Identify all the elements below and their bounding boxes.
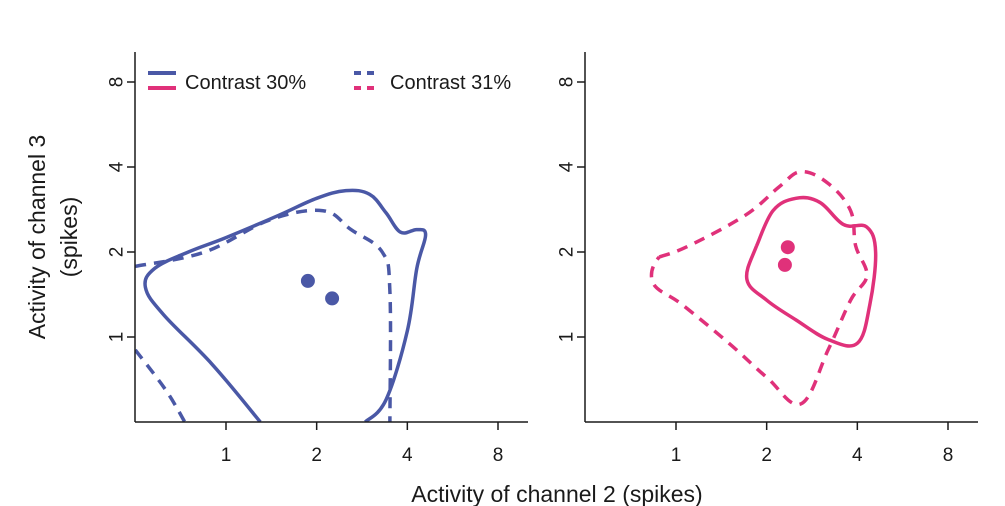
right-contour-solid <box>744 195 878 348</box>
right-x-tick-label-8: 8 <box>943 445 954 466</box>
y-axis-title: Activity of channel 3 <box>24 135 50 340</box>
right-contours <box>649 169 878 407</box>
legend-label-solid: Contrast 30% <box>185 72 306 94</box>
right-x-tick-label-4: 4 <box>852 445 863 466</box>
y-axis-title-line2: (spikes) <box>56 197 82 278</box>
left-y-tick-label-1: 1 <box>107 332 128 343</box>
right-y-tick-label-4: 4 <box>557 161 578 172</box>
left-contours <box>135 188 428 422</box>
right-y-tick-label-1: 1 <box>557 332 578 343</box>
y-axis-title-line1: Activity of channel 3 <box>24 135 50 340</box>
left-x-tick-label-1: 1 <box>221 445 232 466</box>
right-point-2 <box>777 257 792 272</box>
right-contour-dashed <box>649 169 869 407</box>
right-y-tick-label-2: 2 <box>557 247 578 258</box>
left-x-tick-label-4: 4 <box>402 445 413 466</box>
legend-swatch-dashed <box>354 71 374 90</box>
left-y-tick-label-8: 8 <box>107 77 128 88</box>
legend: Contrast 30% Contrast 31% <box>148 71 511 94</box>
left-y-tick-label-4: 4 <box>107 161 128 172</box>
legend-swatch-solid <box>148 71 176 90</box>
left-contour-solid <box>143 188 428 422</box>
left-point-1 <box>300 273 315 288</box>
y-axis-subtitle: (spikes) <box>56 197 82 278</box>
x-axis-title: Activity of channel 2 (spikes) <box>411 481 702 506</box>
left-x-tick-label-2: 2 <box>311 445 322 466</box>
left-y-tick-label-2: 2 <box>107 247 128 258</box>
right-x-tick-label-1: 1 <box>671 445 682 466</box>
right-y-tick-label-8: 8 <box>557 77 578 88</box>
right-point-1 <box>780 240 795 255</box>
left-contour-dashed-fragment <box>135 348 187 422</box>
right-x-tick-label-2: 2 <box>761 445 772 466</box>
left-x-tick-label-8: 8 <box>493 445 504 466</box>
left-point-2 <box>325 291 340 306</box>
left-contour-dashed <box>135 208 393 422</box>
legend-label-dashed: Contrast 31% <box>390 72 511 94</box>
